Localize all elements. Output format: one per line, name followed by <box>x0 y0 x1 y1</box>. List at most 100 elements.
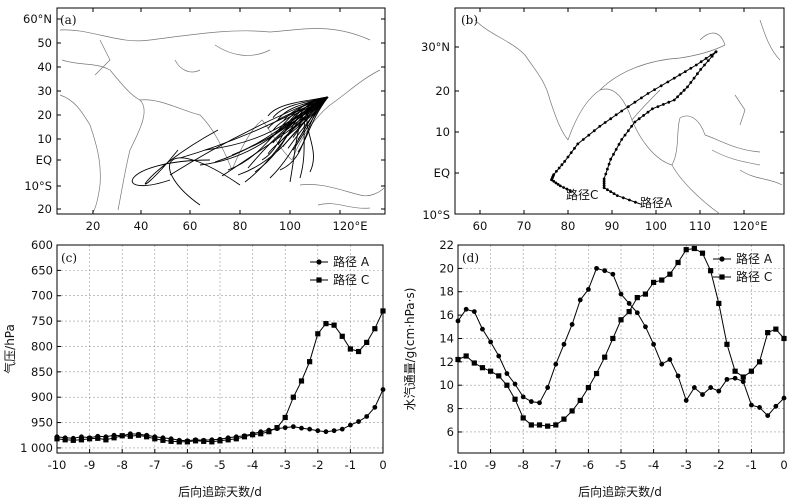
panel-c: (c) -10 -9 -8 -7 -6 -5 -4 -3 -2 -1 060065070075080… <box>2 238 387 499</box>
x-tick-label: 0 <box>780 458 787 472</box>
route-point <box>637 117 641 121</box>
data-point <box>749 402 754 408</box>
data-point <box>781 335 787 342</box>
data-point <box>217 438 223 444</box>
data-point <box>569 322 575 327</box>
data-point <box>225 437 231 443</box>
data-point <box>54 436 60 442</box>
map-b-ticks <box>455 8 784 215</box>
route-point <box>609 117 613 121</box>
data-point <box>144 434 150 440</box>
legend-d-label-c: 路径 C <box>736 269 772 284</box>
data-point <box>691 385 697 390</box>
x-tick-label: -2 <box>713 458 724 472</box>
route-point <box>621 196 625 200</box>
data-point <box>348 422 353 428</box>
map-a-xtick: 60 <box>183 219 198 233</box>
data-point <box>528 399 534 404</box>
route-point <box>659 84 663 88</box>
route-point <box>592 129 596 133</box>
route-point <box>646 92 650 95</box>
data-point <box>781 395 787 401</box>
data-point <box>610 271 616 277</box>
legend-c-marker-a <box>316 259 322 265</box>
data-point <box>536 422 543 428</box>
route-point <box>581 138 585 141</box>
route-point <box>630 124 633 128</box>
data-point <box>618 317 624 323</box>
x-tick-label: -2 <box>312 458 323 472</box>
legend-d-marker-a <box>719 256 725 262</box>
route-point <box>633 100 637 104</box>
y-tick-label: 20 <box>439 261 454 275</box>
x-tick-label: -3 <box>279 458 290 472</box>
map-b-xtick: 70 <box>517 219 532 233</box>
legend-c-label-a: 路径 A <box>333 254 370 269</box>
data-point <box>585 384 591 391</box>
data-point <box>298 378 305 384</box>
x-tick-label: -5 <box>214 458 225 472</box>
data-point <box>87 436 93 442</box>
data-point <box>471 309 477 315</box>
route-point <box>714 50 718 54</box>
data-point <box>250 432 256 438</box>
map-a-ytick: 60°N <box>23 12 52 26</box>
route-point <box>694 63 698 67</box>
route-point <box>699 60 703 64</box>
x-tick-label: -6 <box>583 458 594 472</box>
route-point <box>560 163 564 167</box>
map-b-ytick: 20 <box>435 84 450 98</box>
data-point <box>602 268 608 274</box>
legend-c: 路径 A 路径 C <box>310 254 370 287</box>
data-point <box>315 428 321 434</box>
data-point <box>356 419 361 424</box>
data-point <box>266 429 272 435</box>
data-point <box>274 425 280 431</box>
route-point <box>699 68 703 71</box>
x-tick-label: -3 <box>680 458 691 472</box>
data-point <box>209 439 215 445</box>
data-point <box>290 394 296 400</box>
panel-a: (a) 20 40 60 80 100 120°E 60°N 50 40 30 … <box>23 7 386 233</box>
data-point <box>634 294 640 301</box>
data-point <box>160 437 166 443</box>
data-point <box>724 341 730 347</box>
ticks-c: -10 -9 -8 -7 -6 -5 -4 -3 -2 -1 0600650700750800850… <box>20 238 387 472</box>
route-point <box>563 160 567 163</box>
map-b-xtick: 120°E <box>733 219 768 233</box>
route-point <box>710 54 714 58</box>
map-b-coastlines <box>474 19 783 215</box>
trajectory-line <box>131 159 211 187</box>
route-point <box>607 162 611 166</box>
legend-d-marker-c <box>719 274 725 280</box>
panel-b: (b) 路径C 路径A 60 70 80 90 100 110 120°E 30… <box>421 7 785 233</box>
data-point <box>683 247 689 253</box>
route-c-label: 路径C <box>566 187 598 202</box>
route-point <box>602 186 606 190</box>
route-point <box>642 114 645 117</box>
x-tick-label: -1 <box>746 458 757 472</box>
route-point <box>556 183 560 186</box>
data-point <box>593 370 600 377</box>
data-point <box>504 382 510 388</box>
route-point <box>568 189 572 193</box>
data-point <box>765 330 771 336</box>
trajectory-line <box>144 129 219 185</box>
route-point <box>617 143 621 146</box>
y-tick-label: 800 <box>31 339 53 353</box>
route-point <box>569 151 573 155</box>
map-a-xtick: 120°E <box>333 219 368 233</box>
data-point <box>512 381 518 387</box>
data-point <box>127 433 133 439</box>
data-point <box>553 422 559 428</box>
y-tick-label: 950 <box>31 416 53 430</box>
map-a-ytick: 10°S <box>24 179 52 193</box>
route-point <box>646 110 650 114</box>
data-point <box>233 436 239 442</box>
data-point <box>626 309 632 315</box>
map-b-xtick: 60 <box>473 219 488 233</box>
route-point <box>696 72 699 76</box>
route-point <box>552 179 556 183</box>
